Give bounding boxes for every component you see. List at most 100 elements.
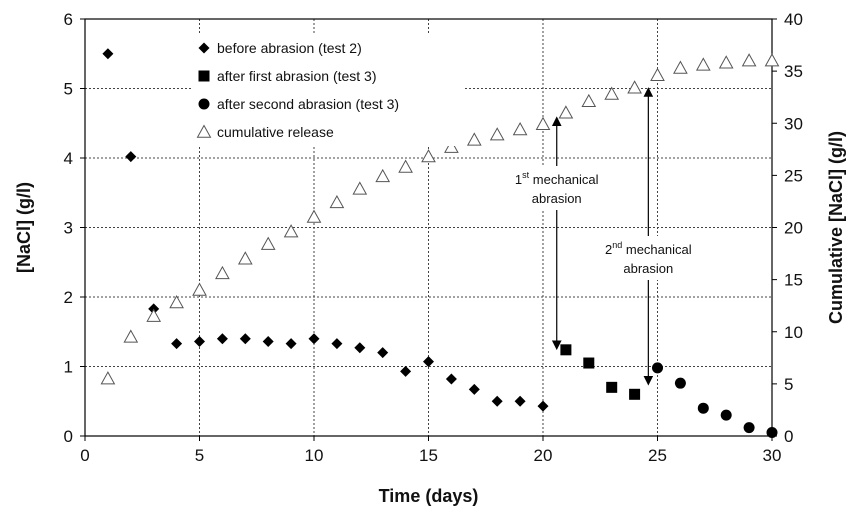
data-point-triangle-open: [260, 236, 276, 250]
data-point-circle: [743, 422, 755, 434]
annotation-box: [504, 166, 609, 210]
legend: before abrasion (test 2) after first abra…: [193, 34, 463, 146]
x-tick-label: 20: [534, 446, 553, 465]
data-point-triangle-open: [604, 86, 620, 100]
x-tick-label: 5: [195, 446, 204, 465]
data-point-diamond: [331, 338, 343, 350]
data-point-triangle-open: [169, 295, 184, 309]
data-point-square: [629, 388, 641, 400]
y2-tick-label: 25: [784, 166, 803, 185]
y2-tick-label: 15: [784, 271, 803, 290]
annotation-superscript: st: [522, 170, 530, 180]
data-point-diamond: [468, 383, 480, 395]
legend-marker-circle: [198, 98, 210, 110]
y-tick-label: 0: [64, 427, 73, 446]
y2-tick-label: 20: [784, 219, 803, 238]
data-point-circle: [720, 409, 732, 421]
y-tick-label: 6: [64, 10, 73, 29]
data-point-diamond: [194, 335, 205, 347]
data-point-triangle-open: [627, 80, 642, 94]
data-point-triangle-open: [558, 105, 574, 119]
y2-axis-title: Cumulative [NaCl] (g/l): [826, 131, 846, 324]
y2-tick-label: 5: [784, 375, 793, 394]
annotation-number: 1: [515, 172, 522, 187]
annotation-label-line2: abrasion: [532, 191, 582, 206]
y-axis-title: [NaCl] (g/l): [14, 182, 34, 273]
x-tick-label: 15: [419, 446, 438, 465]
data-point-diamond: [308, 333, 320, 345]
data-point-diamond: [102, 48, 114, 60]
data-point-circle: [674, 377, 686, 389]
y-tick-label: 5: [64, 80, 73, 99]
data-point-triangle-open: [489, 127, 505, 141]
legend-label: after second abrasion (test 3): [217, 96, 399, 112]
data-point-triangle-open: [650, 67, 665, 81]
y2-tick-label: 35: [784, 62, 803, 81]
data-point-triangle-open: [581, 93, 597, 108]
y2-tick-label: 40: [784, 10, 803, 29]
data-point-diamond: [125, 151, 137, 163]
data-point-triangle-open: [123, 329, 139, 343]
data-marks: [100, 48, 780, 439]
annotation-label: 2nd mechanical: [605, 240, 692, 257]
y2-tick-label: 0: [784, 427, 793, 446]
y-tick-label: 1: [64, 358, 73, 377]
data-point-triangle-open: [512, 121, 528, 136]
annotations: 1st mechanical abrasion 2nd mechanical abra…: [504, 87, 701, 386]
data-point-triangle-open: [421, 149, 436, 163]
data-point-triangle-open: [673, 60, 688, 74]
annotation-label-line2: abrasion: [623, 261, 673, 276]
data-point-diamond: [354, 342, 366, 354]
legend-marker-square: [198, 70, 210, 82]
legend-label: after first abrasion (test 3): [217, 68, 377, 84]
annotation-superscript: nd: [612, 240, 622, 250]
data-point-diamond: [537, 400, 549, 412]
legend-marker-diamond: [198, 42, 210, 54]
data-point-diamond: [171, 338, 183, 350]
data-point-triangle-open: [764, 53, 780, 67]
data-point-square: [560, 344, 572, 356]
data-point-diamond: [400, 365, 412, 377]
data-point-square: [583, 357, 595, 369]
data-point-circle: [652, 362, 663, 374]
data-point-triangle-open: [215, 265, 230, 280]
legend-label: cumulative release: [217, 124, 334, 140]
data-point-diamond: [262, 335, 274, 347]
annotation-box: [596, 236, 701, 280]
x-tick-label: 30: [763, 446, 782, 465]
data-point-circle: [766, 427, 778, 439]
x-tick-label: 25: [648, 446, 667, 465]
y-tick-label: 2: [64, 288, 73, 307]
data-point-triangle-open: [192, 282, 207, 296]
data-point-diamond: [491, 395, 503, 407]
annotation-text: mechanical: [622, 242, 691, 257]
data-point-diamond: [377, 347, 389, 359]
data-point-diamond: [239, 333, 251, 345]
data-point-triangle-open: [466, 132, 482, 146]
legend-marker-triangle-open: [196, 124, 212, 138]
data-point-circle: [697, 402, 709, 414]
data-point-diamond: [445, 373, 457, 385]
data-point-diamond: [285, 338, 297, 350]
data-point-triangle-open: [306, 209, 322, 223]
y-tick-label: 4: [64, 149, 73, 168]
x-tick-label: 0: [80, 446, 89, 465]
data-point-diamond: [216, 333, 228, 345]
data-point-triangle-open: [352, 181, 368, 195]
y-tick-label: 3: [64, 219, 73, 238]
data-point-triangle-open: [398, 159, 413, 173]
data-point-triangle-open: [237, 251, 253, 265]
data-point-triangle-open: [535, 116, 551, 130]
y2-tick-label: 10: [784, 323, 803, 342]
data-point-triangle-open: [375, 168, 391, 183]
data-point-triangle-open: [444, 139, 459, 153]
legend-label: before abrasion (test 2): [217, 40, 362, 56]
data-point-triangle-open: [695, 57, 711, 71]
y2-tick-label: 30: [784, 114, 803, 133]
annotation-label: 1st mechanical: [515, 170, 599, 187]
data-point-diamond: [514, 395, 526, 407]
data-point-triangle-open: [329, 194, 345, 209]
x-axis-title: Time (days): [379, 486, 479, 506]
